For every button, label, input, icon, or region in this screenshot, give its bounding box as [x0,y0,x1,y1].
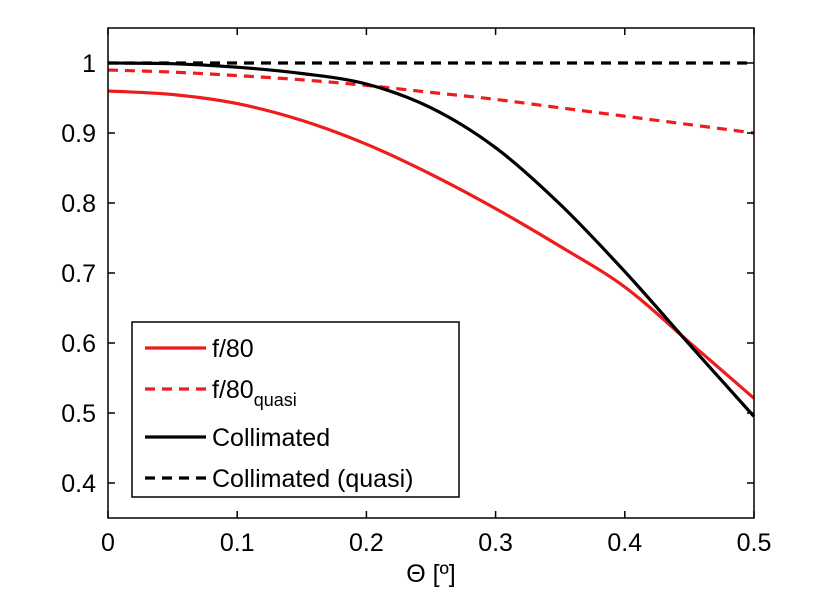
y-tick-label: 0.7 [61,260,96,288]
x-tick-label: 0.1 [220,529,255,557]
y-tick-label: 1 [82,50,96,78]
y-tick-label: 0.6 [61,330,96,358]
tick-layer: 0 0.1 0.2 0.3 0.4 0.5 0.4 0.5 0.6 0.7 0.8 0.9 1 [61,28,771,557]
x-tick-label: 0.3 [478,529,513,557]
legend-label-collimated-quasi: Collimated (quasi) [212,465,413,493]
x-tick-label: 0.2 [349,529,384,557]
y-tick-label: 0.5 [61,400,96,428]
series-layer [107,61,756,418]
y-tick-label: 0.4 [61,470,96,498]
y-tick-label: 0.9 [61,120,96,148]
series-line-f-80 [107,89,756,400]
series-line-collimated [107,61,756,418]
legend-box [131,321,460,498]
x-tick-label: 0.5 [737,529,772,557]
y-tick-label: 0.8 [61,190,96,218]
x-tick-label: 0.4 [607,529,642,557]
series-line-f-80quasi [107,68,755,135]
x-axis-label: Θ [º] [406,560,455,588]
legend-label-f-80: f/80 [212,335,254,363]
legend-label-collimated: Collimated [212,424,330,452]
x-tick-label: 0 [101,529,115,557]
